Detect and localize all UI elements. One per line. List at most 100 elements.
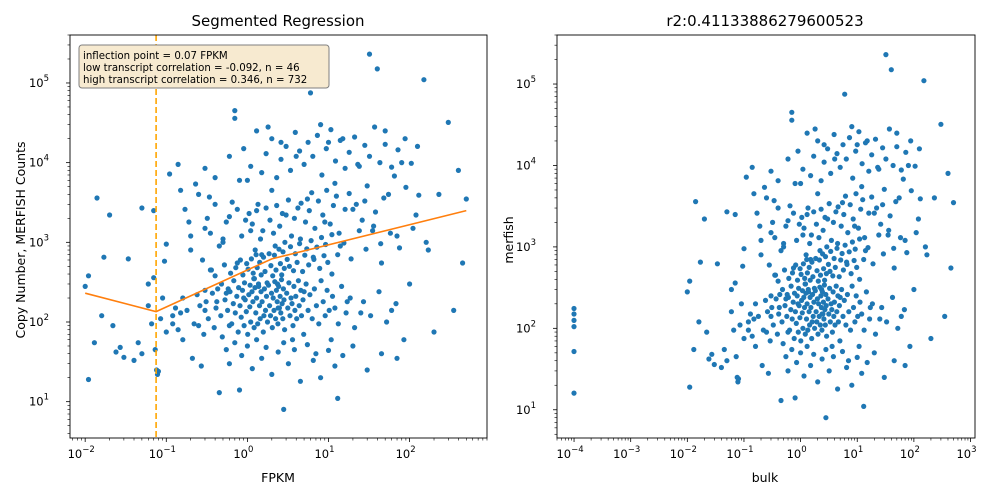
left-scatter-point	[265, 282, 272, 288]
right-scatter-point	[842, 193, 849, 199]
right-scatter-point	[820, 227, 826, 233]
right-scatter-point	[833, 209, 839, 215]
left-scatter-point	[421, 77, 427, 83]
right-scatter-point	[839, 286, 845, 293]
left-scatter-point	[395, 147, 401, 153]
left-scatter-point	[270, 273, 276, 279]
right-scatter-point	[822, 214, 828, 220]
right-scatter-point	[839, 200, 846, 206]
left-scatter-point	[206, 194, 212, 200]
right-scatter-point	[814, 268, 820, 274]
left-scatter-point	[239, 233, 245, 239]
right-scatter-point	[793, 320, 799, 326]
right-scatter-point	[571, 317, 577, 323]
right-scatter-point	[831, 299, 838, 305]
left-scatter-point	[278, 139, 284, 145]
right-scatter-point	[745, 319, 752, 325]
left-scatter-point	[271, 252, 277, 258]
right-scatter-point	[801, 304, 808, 311]
right-scatter-point	[806, 264, 812, 270]
left-scatter-point	[346, 149, 352, 155]
left-scatter-point	[186, 219, 192, 225]
left-scatter-point	[342, 206, 348, 212]
right-scatter-point	[768, 293, 774, 299]
right-scatter-point	[845, 230, 851, 236]
left-scatter-point	[305, 307, 311, 313]
left-scatter-point	[245, 331, 251, 337]
right-scatter-point	[872, 331, 879, 337]
left-scatter-point	[288, 295, 294, 301]
right-scatter-point	[818, 293, 824, 299]
right-x-axis-label: bulk	[752, 470, 779, 485]
right-scatter-point	[869, 194, 875, 200]
right-scatter-point	[812, 288, 818, 294]
right-scatter-point	[789, 109, 795, 115]
left-scatter-point	[232, 115, 238, 121]
right-scatter-point	[571, 311, 577, 317]
left-scatter-point	[258, 272, 264, 278]
right-scatter-point	[811, 351, 817, 357]
left-scatter-point	[304, 342, 310, 348]
right-scatter-point	[827, 285, 833, 291]
right-scatter-point	[806, 309, 812, 315]
right-scatter-point	[796, 285, 802, 291]
left-scatter-point	[167, 171, 173, 177]
left-scatter-point	[285, 361, 291, 367]
left-scatter-point	[248, 228, 254, 234]
right-scatter-point	[819, 356, 825, 362]
left-scatter-point	[276, 305, 282, 311]
left-scatter-point	[292, 129, 298, 135]
right-scatter-point	[769, 304, 775, 311]
right-scatter-point	[804, 343, 810, 349]
left-scatter-point	[407, 281, 413, 287]
right-scatter-point	[808, 173, 814, 179]
left-scatter-point	[306, 208, 312, 214]
right-scatter-point	[833, 283, 839, 289]
right-scatter-point	[891, 358, 897, 364]
right-scatter-point	[819, 327, 825, 333]
right-scatter-point	[823, 415, 829, 421]
left-scatter-point	[250, 270, 256, 276]
right-scatter-point	[571, 390, 577, 396]
left-scatter-point	[188, 247, 194, 253]
left-scatter-point	[151, 208, 157, 214]
right-scatter-point	[817, 284, 823, 290]
right-scatter-point	[829, 343, 835, 349]
right-scatter-point	[718, 364, 725, 371]
left-scatter-point	[408, 160, 414, 166]
right-scatter-point	[571, 305, 577, 312]
right-scatter-point	[772, 272, 778, 278]
left-scatter-point	[226, 153, 232, 159]
left-scatter-point	[172, 305, 179, 311]
left-scatter-point	[391, 173, 397, 179]
left-scatter-point	[266, 251, 272, 257]
right-scatter-point	[815, 379, 821, 385]
left-scatter-point	[278, 156, 284, 162]
right-scatter-point	[821, 282, 828, 288]
left-scatter-point	[272, 279, 278, 285]
left-scatter-point	[335, 252, 341, 258]
left-scatter-point	[309, 190, 315, 196]
right-scatter-point	[794, 277, 801, 283]
right-scatter-point	[832, 264, 838, 270]
right-scatter-point	[737, 322, 743, 328]
right-scatter-point	[852, 319, 858, 325]
right-scatter-point	[796, 303, 802, 309]
right-scatter-point	[810, 313, 816, 319]
right-scatter-point	[876, 232, 882, 238]
left-scatter-point	[184, 307, 190, 313]
left-scatter-point	[227, 289, 233, 295]
left-scatter-point	[350, 343, 356, 349]
right-scatter-point	[911, 286, 917, 293]
right-scatter-point	[869, 301, 876, 307]
right-scatter-point	[931, 195, 938, 201]
right-scatter-point	[861, 256, 867, 263]
right-scatter-point	[924, 252, 930, 258]
right-scatter-point	[928, 335, 934, 342]
left-scatter-point	[281, 406, 287, 412]
left-chart-panel: Segmented Regression FPKM Copy Number, M…	[13, 12, 488, 485]
right-scatter-point	[867, 316, 873, 322]
left-scatter-point	[301, 161, 307, 167]
left-scatter-point	[149, 321, 155, 327]
left-scatter-point	[259, 170, 265, 176]
